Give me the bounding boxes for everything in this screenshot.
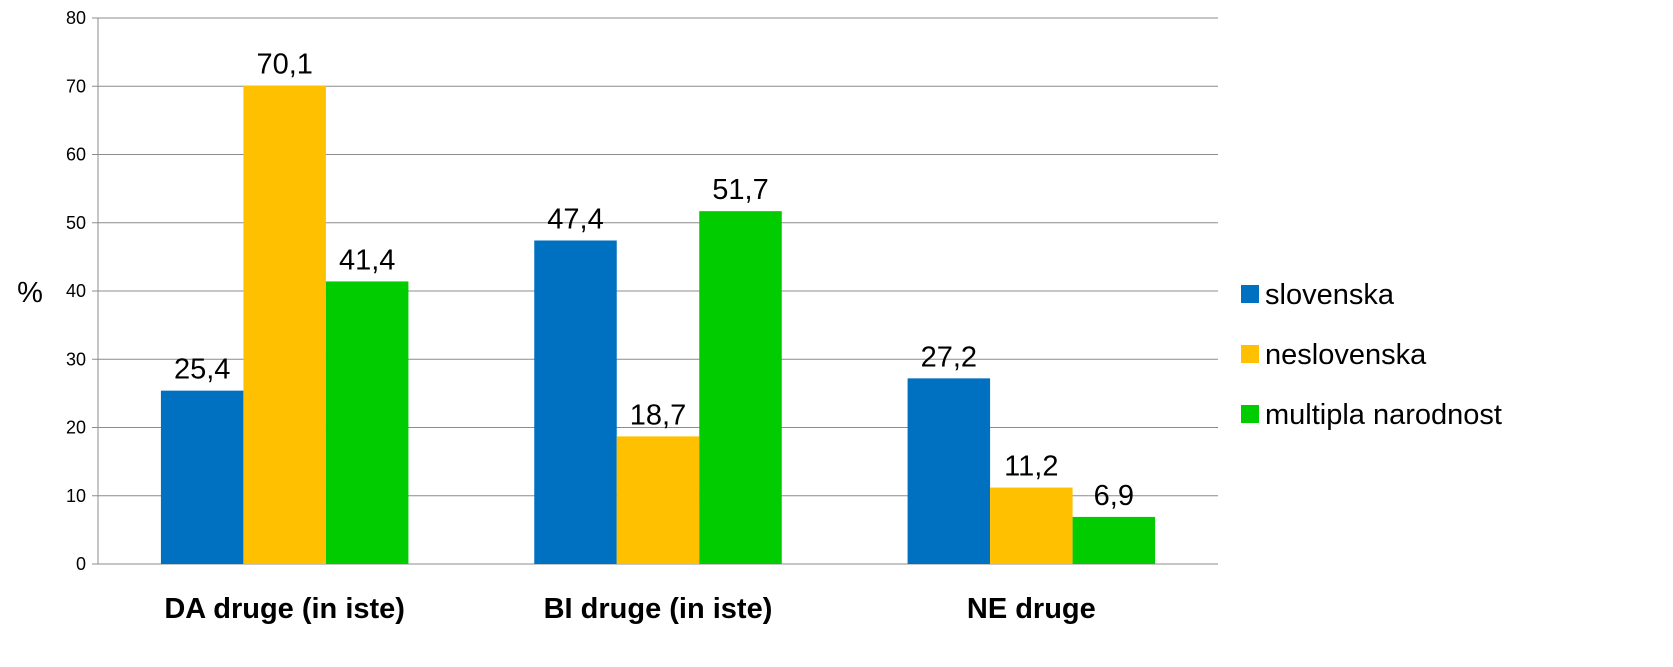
legend-label: slovenska (1265, 279, 1395, 311)
y-tick-label: 60 (66, 145, 86, 165)
y-tick-label: 20 (66, 418, 86, 438)
category-label: BI druge (in iste) (544, 593, 773, 625)
y-tick-label: 80 (66, 8, 86, 28)
data-labels: 25,4 70,1 41,4 47,4 18,7 51,7 27,2 11,2 6,9 (174, 49, 1134, 512)
legend-label: neslovenska (1265, 339, 1427, 371)
legend-swatch (1241, 285, 1259, 303)
legend-swatch (1241, 345, 1259, 363)
bar (160, 390, 244, 564)
bars (160, 85, 1156, 564)
data-label: 18,7 (630, 399, 686, 431)
bar (990, 487, 1073, 564)
bar (699, 211, 782, 564)
data-label: 41,4 (339, 244, 395, 276)
y-tick-label: 50 (66, 213, 86, 233)
category-label: DA druge (in iste) (164, 593, 405, 625)
legend-label: multipla narodnost (1265, 399, 1502, 431)
x-axis-categories: DA druge (in iste) BI druge (in iste) NE d… (164, 593, 1095, 625)
bar (616, 436, 700, 564)
data-label: 6,9 (1094, 480, 1134, 512)
legend-swatch (1241, 405, 1259, 423)
data-label: 70,1 (256, 49, 312, 81)
category-label: NE druge (967, 593, 1096, 625)
data-label: 51,7 (712, 174, 768, 206)
y-tick-label: 40 (66, 281, 86, 301)
y-tick-label: 10 (66, 486, 86, 506)
y-axis-label: % (17, 277, 43, 309)
bar (534, 240, 617, 564)
data-label: 47,4 (547, 203, 603, 235)
y-tick-label: 70 (66, 76, 86, 96)
bar (907, 378, 991, 564)
y-tick-label: 30 (66, 349, 86, 369)
data-label: 27,2 (921, 341, 977, 373)
y-tick-label: 0 (76, 554, 86, 574)
bar (1072, 516, 1156, 564)
bar (243, 85, 326, 564)
bar (325, 281, 409, 564)
data-label: 11,2 (1004, 451, 1058, 483)
legend: slovenska neslovenska multipla narodnost (1241, 279, 1502, 431)
y-axis-ticks: 0 10 20 30 40 50 60 70 80 (66, 8, 86, 574)
data-label: 25,4 (174, 354, 230, 386)
